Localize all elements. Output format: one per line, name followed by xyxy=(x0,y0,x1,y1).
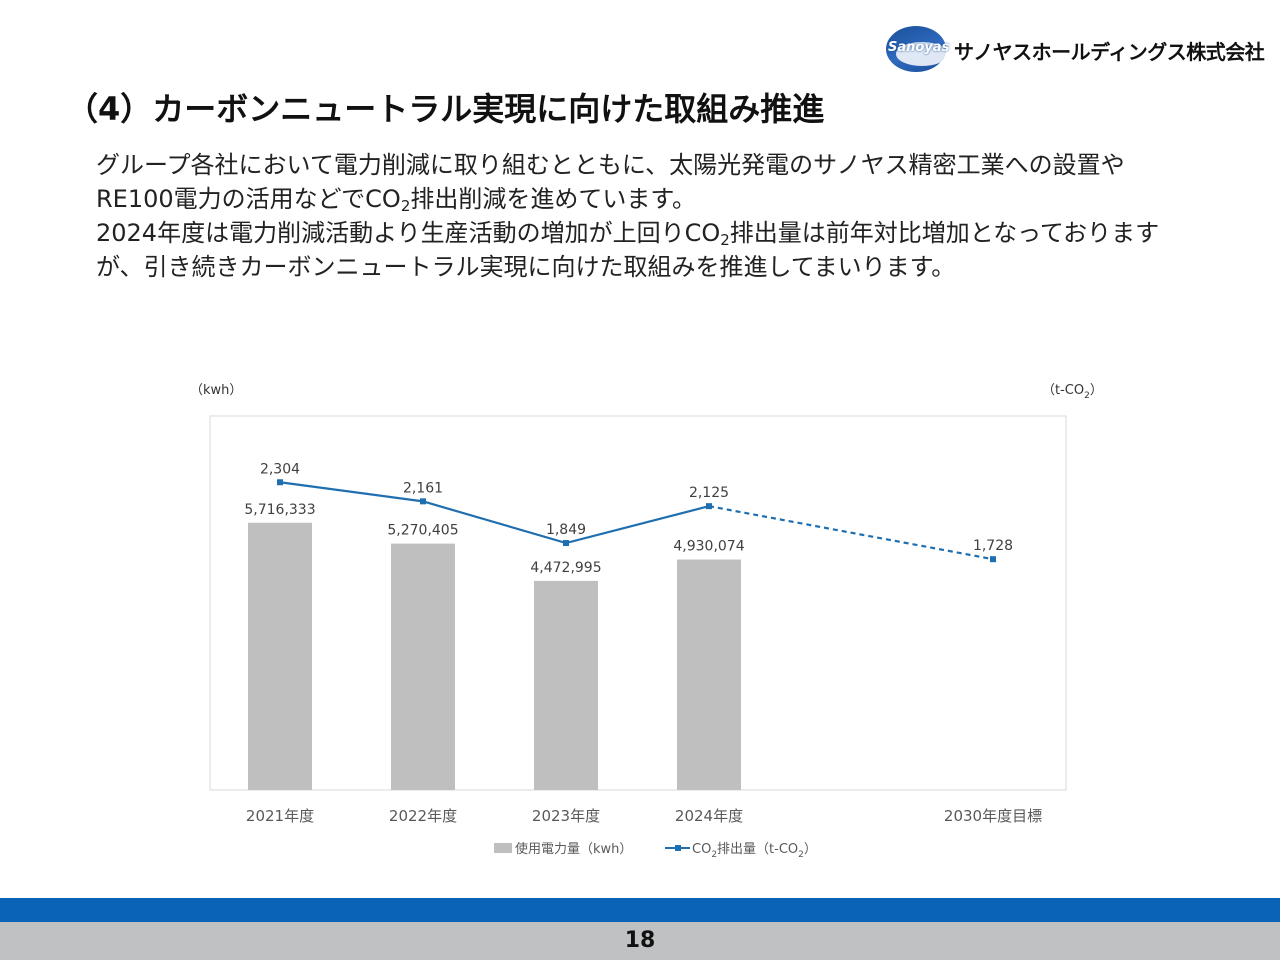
logo-text: Sanoyas xyxy=(888,40,950,55)
p1-subscript: 2 xyxy=(400,197,411,215)
bar-3 xyxy=(677,559,741,790)
bar-label-1: 5,270,405 xyxy=(387,523,458,539)
legend-line-label: CO2排出量（t-CO2） xyxy=(692,842,817,860)
page-title: （4）カーボンニュートラル実現に向けた取組み推進 xyxy=(66,90,825,128)
paragraph-2: 2024年度は電力削減活動より生産活動の増加が上回りCO2排出量は前年対比増加と… xyxy=(96,216,1196,284)
x-tick-2: 2023年度 xyxy=(532,807,600,825)
bar-label-3: 4,930,074 xyxy=(673,539,744,555)
co2-label-1: 2,161 xyxy=(403,480,443,496)
company-name: サノヤスホールディングス株式会社 xyxy=(954,40,1265,64)
bar-1 xyxy=(391,543,455,790)
co2-label-2: 1,849 xyxy=(546,522,586,538)
company-logo: Sanoyas サノヤスホールディングス株式会社 xyxy=(886,26,1266,74)
p1-text-b: 排出削減を進めています。 xyxy=(410,185,696,213)
body-text: グループ各社において電力削減に取り組むとともに、太陽光発電のサノヤス精密工業への… xyxy=(96,148,1196,284)
plot-frame xyxy=(209,415,1067,791)
footer-page-number: 18 xyxy=(0,922,1280,960)
bar-label-0: 5,716,333 xyxy=(244,502,315,518)
bar-0 xyxy=(248,522,312,790)
co2-point-0 xyxy=(277,479,283,486)
p2-text-a: 2024年度は電力削減活動より生産活動の増加が上回りCO xyxy=(96,219,721,247)
left-axis-unit: （kwh） xyxy=(190,383,242,398)
legend-bar-label: 使用電力量（kwh） xyxy=(515,841,632,857)
legend-bar-swatch xyxy=(494,843,512,853)
right-axis-unit: （t-CO2） xyxy=(1042,383,1103,401)
logo-oval-icon xyxy=(886,26,946,72)
x-tick-0: 2021年度 xyxy=(246,807,314,825)
bar-2 xyxy=(534,580,598,790)
co2-point-1 xyxy=(420,498,426,505)
co2-label-4: 1,728 xyxy=(973,538,1013,554)
p2-subscript: 2 xyxy=(720,231,730,249)
footer-blue-bar xyxy=(0,898,1280,922)
x-tick-3: 2024年度 xyxy=(675,807,743,825)
co2-label-0: 2,304 xyxy=(260,461,300,477)
co2-point-3 xyxy=(706,503,712,510)
co2-line-dashed xyxy=(708,505,994,561)
paragraph-1: グループ各社において電力削減に取り組むとともに、太陽光発電のサノヤス精密工業への… xyxy=(96,148,1196,216)
x-tick-1: 2022年度 xyxy=(389,807,457,825)
legend-line-marker xyxy=(675,845,681,851)
energy-co2-chart: （kwh） （t-CO2） 5,716,333 5,270,405 4,472,995 4… xyxy=(190,383,1103,860)
co2-point-4 xyxy=(990,556,996,563)
co2-line-solid xyxy=(279,481,710,545)
p2-text-b: 排出量は前年対比増加となっておりますが、引き続きカーボンニュートラル実現に向けた… xyxy=(96,219,1160,281)
co2-point-2 xyxy=(563,540,569,547)
x-tick-4: 2030年度目標 xyxy=(944,807,1042,825)
p1-text-a: グループ各社において電力削減に取り組むとともに、太陽光発電のサノヤス精密工業への… xyxy=(96,151,1125,213)
bar-label-2: 4,472,995 xyxy=(530,560,601,576)
co2-label-3: 2,125 xyxy=(689,485,729,501)
